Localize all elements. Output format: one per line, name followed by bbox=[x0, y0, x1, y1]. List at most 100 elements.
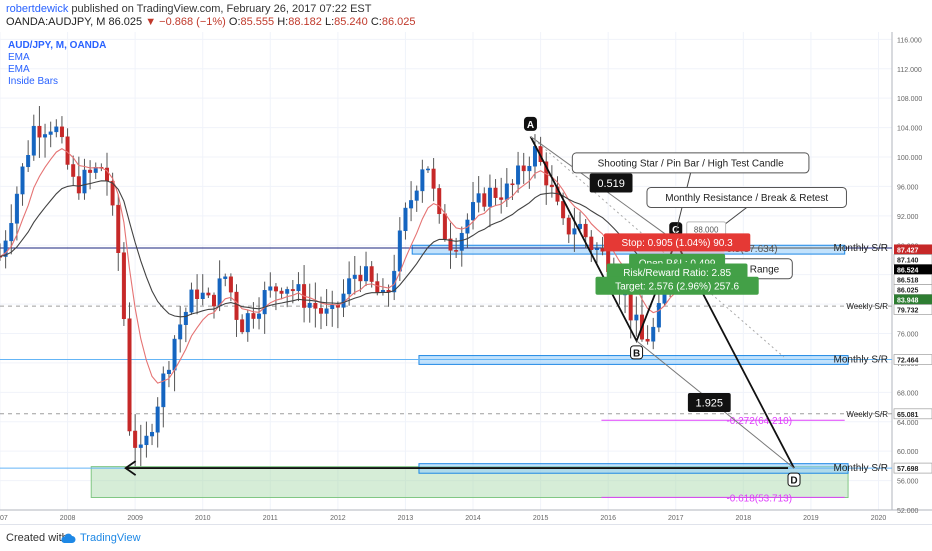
resistance-callout[interactable]: Monthly Resistance / Break & Retest bbox=[665, 193, 828, 204]
candle-body bbox=[347, 278, 352, 295]
position-target-box bbox=[595, 276, 759, 295]
candle-body bbox=[364, 266, 369, 282]
shooting-star-callout[interactable]: Shooting Star / Pin Bar / High Test Cand… bbox=[598, 158, 784, 169]
time-tick-12: 2019 bbox=[803, 515, 819, 522]
candle-body bbox=[133, 430, 138, 448]
candle-body bbox=[206, 292, 211, 296]
price-label-box-1 bbox=[893, 254, 932, 265]
candle-body bbox=[330, 304, 335, 310]
price-label-2[interactable]: 86.524 bbox=[897, 267, 919, 274]
price-label-9[interactable]: 57.698 bbox=[897, 466, 919, 473]
created-with: Created with bbox=[6, 532, 68, 544]
publish-line: robertdewick published on TradingView.co… bbox=[6, 3, 371, 15]
price-tick-13: 104.000 bbox=[897, 126, 922, 133]
candle-body bbox=[262, 290, 267, 315]
candle-body bbox=[487, 187, 492, 207]
candle-body bbox=[471, 202, 476, 221]
ema-lines bbox=[0, 148, 682, 384]
price-label-1[interactable]: 87.140 bbox=[897, 257, 919, 264]
price-label-7[interactable]: 72.464 bbox=[897, 358, 919, 365]
candle-body bbox=[138, 444, 143, 448]
resistance-callout-box bbox=[646, 186, 847, 208]
point-d-label[interactable]: D bbox=[790, 476, 797, 487]
candle-body bbox=[504, 183, 509, 200]
time-tick-4: 2011 bbox=[263, 515, 278, 522]
price-label-4[interactable]: 86.025 bbox=[897, 287, 919, 294]
candle-body bbox=[48, 131, 53, 135]
position-rr: Risk/Reward Ratio: 2.85 bbox=[623, 268, 731, 279]
candle-body bbox=[59, 126, 64, 138]
candle-body bbox=[65, 136, 70, 165]
candle-body bbox=[257, 313, 262, 319]
candle-body bbox=[341, 293, 346, 308]
point-b-label[interactable]: B bbox=[633, 348, 640, 359]
author-link[interactable]: robertdewick bbox=[6, 3, 69, 15]
candle-body bbox=[375, 281, 380, 293]
candle-body bbox=[245, 313, 250, 333]
ohlc-close-value: 86.025 bbox=[381, 16, 416, 28]
candle-body bbox=[183, 311, 188, 325]
tradingview-brand[interactable]: TradingView bbox=[60, 529, 141, 547]
candle-body bbox=[578, 223, 583, 229]
candle-body bbox=[3, 240, 8, 257]
candle-body bbox=[71, 164, 76, 177]
candle-body bbox=[121, 252, 126, 319]
candle-body bbox=[127, 318, 132, 432]
last-price: 86.025 bbox=[108, 16, 143, 28]
candle-body bbox=[37, 125, 42, 138]
point-a-box bbox=[523, 116, 537, 131]
candle-body bbox=[437, 188, 442, 215]
candle-body bbox=[26, 155, 31, 168]
candle-body bbox=[600, 248, 605, 252]
point-a-label[interactable]: A bbox=[527, 120, 534, 131]
candle-body bbox=[645, 338, 650, 342]
candle-body bbox=[403, 207, 408, 232]
fib-label-1: -0.272(64.210) bbox=[726, 416, 792, 427]
ohlc-open-label: O: bbox=[228, 16, 241, 28]
ratio-bd-label: 1.925 bbox=[696, 397, 724, 409]
time-tick-8: 2015 bbox=[533, 515, 549, 522]
time-tick-11: 2018 bbox=[736, 515, 752, 522]
candle-body bbox=[228, 276, 233, 293]
candle-body bbox=[313, 302, 318, 309]
position-target: Target: 2.576 (2.96%) 257.6 bbox=[615, 281, 739, 292]
candle-body bbox=[318, 308, 323, 314]
price-label-6[interactable]: 79.732 bbox=[897, 307, 919, 314]
price-label-0[interactable]: 87.427 bbox=[897, 247, 919, 254]
price-chart[interactable]: Monthly S/R Weekly S/R Monthly S/R Weekly S… bbox=[0, 32, 932, 524]
ema-fast-line bbox=[0, 148, 682, 384]
ohlc-high-label: H: bbox=[277, 16, 289, 28]
ohlc-close-label: C: bbox=[370, 16, 382, 28]
xd-arrow-head bbox=[124, 460, 137, 476]
sr-label-0: Monthly S/R bbox=[834, 243, 888, 254]
candle-body bbox=[116, 204, 121, 253]
sr-label-1: Weekly S/R bbox=[846, 302, 888, 311]
price-axis[interactable]: 52.00056.00060.00064.00068.00072.00076.0… bbox=[893, 37, 932, 515]
ratio-ac-label: 0.519 bbox=[597, 178, 625, 190]
price-label-box-2 bbox=[894, 264, 932, 275]
price-label-5[interactable]: 83.948 bbox=[897, 297, 919, 304]
price-tick-1: 56.000 bbox=[897, 479, 919, 486]
time-tick-5: 2012 bbox=[330, 515, 346, 522]
candle-body bbox=[82, 169, 87, 194]
price-tick-2: 60.000 bbox=[897, 449, 919, 456]
candle-body bbox=[43, 134, 48, 138]
candle-body bbox=[561, 201, 566, 219]
price-label-box-0 bbox=[894, 244, 932, 255]
price-label-3[interactable]: 86.518 bbox=[897, 277, 919, 284]
legend-inside-bars: Inside Bars bbox=[8, 76, 58, 87]
candle-body bbox=[414, 190, 419, 201]
candle-body bbox=[369, 266, 374, 282]
price-label-8[interactable]: 65.081 bbox=[897, 412, 919, 419]
candle-body bbox=[397, 230, 402, 272]
candle-body bbox=[234, 291, 239, 320]
tradingview-cloud-icon bbox=[61, 533, 76, 543]
time-axis[interactable]: 2007 2008 2009 2010 2011 2012 2013 2014 2015 2016… bbox=[0, 515, 886, 522]
price-tick-10: 92.000 bbox=[897, 214, 919, 221]
ohlc-open-value: 85.555 bbox=[240, 16, 275, 28]
candle-body bbox=[290, 289, 295, 292]
annotations[interactable]: Shooting Star / Pin Bar / High Test Cand… bbox=[571, 152, 847, 295]
candle-body bbox=[352, 274, 357, 279]
legend-symbol: AUD/JPY, M, OANDA bbox=[8, 40, 106, 51]
